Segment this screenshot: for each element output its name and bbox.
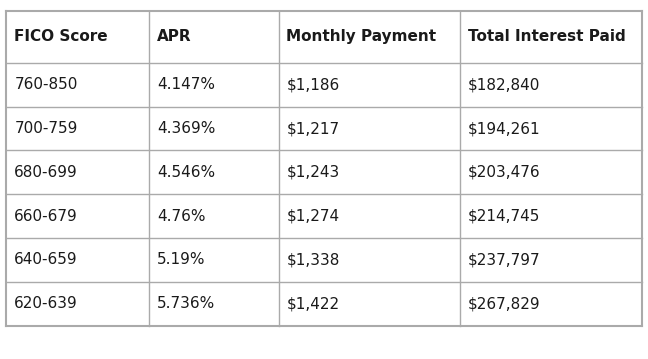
Text: 4.147%: 4.147%: [157, 77, 215, 92]
Text: $182,840: $182,840: [468, 77, 540, 92]
Text: $1,243: $1,243: [286, 165, 340, 180]
Text: 5.736%: 5.736%: [157, 296, 215, 311]
Text: FICO Score: FICO Score: [14, 29, 108, 44]
Text: 680-699: 680-699: [14, 165, 78, 180]
Text: APR: APR: [157, 29, 191, 44]
Text: $1,338: $1,338: [286, 252, 340, 267]
Text: $203,476: $203,476: [468, 165, 540, 180]
Text: Total Interest Paid: Total Interest Paid: [468, 29, 625, 44]
Text: $267,829: $267,829: [468, 296, 540, 311]
Text: 660-679: 660-679: [14, 209, 78, 224]
Text: 760-850: 760-850: [14, 77, 78, 92]
Text: $194,261: $194,261: [468, 121, 540, 136]
Text: 5.19%: 5.19%: [157, 252, 205, 267]
Text: 620-639: 620-639: [14, 296, 78, 311]
Text: $237,797: $237,797: [468, 252, 540, 267]
Text: 700-759: 700-759: [14, 121, 78, 136]
Text: 4.546%: 4.546%: [157, 165, 215, 180]
Text: 4.76%: 4.76%: [157, 209, 205, 224]
Text: $1,186: $1,186: [286, 77, 340, 92]
Text: Monthly Payment: Monthly Payment: [286, 29, 437, 44]
Text: $214,745: $214,745: [468, 209, 540, 224]
Text: $1,217: $1,217: [286, 121, 340, 136]
Text: 4.369%: 4.369%: [157, 121, 215, 136]
Text: $1,422: $1,422: [286, 296, 340, 311]
Text: 640-659: 640-659: [14, 252, 78, 267]
Text: $1,274: $1,274: [286, 209, 340, 224]
